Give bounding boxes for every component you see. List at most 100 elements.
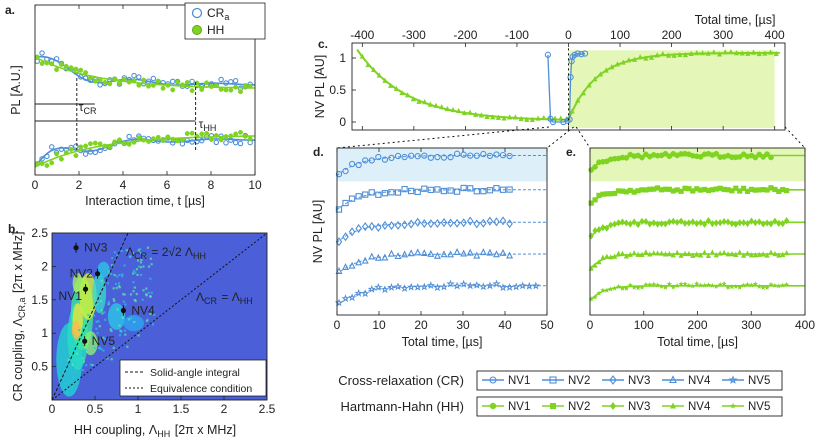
- cr-data-point: [400, 284, 409, 293]
- hh-data-point: [658, 220, 665, 228]
- data-point-hh: [78, 144, 84, 150]
- hh-data-point: [740, 282, 747, 288]
- hh-data-point: [626, 57, 632, 63]
- cr-data-point: [362, 157, 369, 164]
- y-axis-label: PL [A.U.]: [9, 65, 23, 115]
- hh-data-point: [716, 51, 723, 57]
- nv-label: NV4: [131, 303, 155, 317]
- data-point-hh: [228, 87, 234, 93]
- data-point-hh: [44, 60, 50, 66]
- hh-data-point: [608, 221, 614, 229]
- hh-data-point: [772, 217, 778, 225]
- legend-marker: [549, 376, 557, 384]
- hh-data-point: [698, 218, 704, 227]
- hh-data-point: [670, 252, 676, 258]
- heatmap-cell: [62, 373, 65, 376]
- hh-data-point: [600, 224, 606, 232]
- hh-data-point: [711, 49, 717, 55]
- data-point-hh: [73, 153, 79, 159]
- data-point-hh: [160, 85, 166, 91]
- y-tick-label: 2.5: [31, 226, 48, 240]
- legend-entry-label: NV1: [508, 375, 530, 387]
- data-point-hh: [126, 79, 132, 85]
- heatmap-cell: [139, 261, 143, 264]
- hh-data-point: [729, 188, 735, 194]
- cr-data-point: [467, 152, 474, 159]
- hh-data-point: [721, 280, 727, 287]
- line-label-solid-angle: ΛCR = 2√2 ΛHH: [126, 245, 207, 261]
- hh-data-point: [733, 50, 740, 56]
- hh-data-point: [776, 252, 782, 258]
- plot-frame: [34, 4, 256, 176]
- hh-data-point: [635, 188, 641, 194]
- hh-data-point: [744, 250, 751, 256]
- cr-data-point: [387, 283, 396, 291]
- data-point-hh: [242, 133, 248, 139]
- hh-data-point: [741, 219, 747, 227]
- heatmap-cell: [117, 285, 121, 288]
- cr-data-point: [447, 187, 454, 194]
- hh-data-point: [639, 217, 645, 225]
- heatmap-cell: [153, 313, 156, 316]
- cr-data-point: [341, 294, 350, 303]
- panel-b: b.ΛCR = 2√2 ΛHH ΛCR = ΛHH NV3NV2NV1NV4NV…: [8, 222, 276, 439]
- hh-data-point: [701, 282, 708, 288]
- cr-data-point: [348, 227, 356, 237]
- heatmap-cells: [56, 246, 156, 397]
- cr-data-point: [447, 154, 454, 161]
- nv-point: [73, 245, 79, 251]
- x-tick-label: 0: [334, 318, 341, 332]
- y-axis-label: CR coupling, ΛCR,a [2π x MHz]: [11, 232, 27, 402]
- hh-data-point: [776, 283, 782, 289]
- data-point-cr: [92, 149, 99, 156]
- data-point-hh: [204, 80, 210, 86]
- data-point-cr: [39, 50, 45, 56]
- data-point-hh: [87, 141, 93, 147]
- hh-data-point: [784, 188, 790, 194]
- panel-d: 0 10 20 30 40 50 Total time, [µs] d. NV PL [AU]: [311, 145, 554, 349]
- data-point-cr: [44, 153, 50, 160]
- hh-data-point: [410, 96, 416, 102]
- cr-data-point: [367, 284, 376, 293]
- text-part: CR: [207, 6, 225, 20]
- hh-data-point: [586, 82, 592, 88]
- legend-entry-label: NV2: [568, 375, 590, 387]
- hh-data-point: [512, 114, 519, 120]
- cr-data-point: [566, 116, 573, 123]
- x-axis-label: Total time, [µs]: [657, 335, 738, 349]
- heatmap-cell: [110, 358, 113, 361]
- hh-data-point: [627, 251, 633, 257]
- hh-data-point: [698, 187, 704, 193]
- legend-entry-label: NV3: [628, 375, 650, 387]
- cr-data-point: [414, 217, 421, 227]
- nv-label: NV3: [84, 241, 108, 255]
- cr-data-point: [486, 187, 494, 194]
- heatmap-cell: [70, 385, 73, 388]
- data-point-cr: [150, 75, 157, 82]
- heatmap-cell: [112, 287, 115, 290]
- hh-data-point: [733, 220, 739, 228]
- hh-data-point: [490, 114, 496, 120]
- heatmap-blob: [83, 331, 98, 356]
- hh-data-point: [768, 281, 774, 287]
- hh-data-point: [359, 53, 365, 59]
- data-point-hh: [175, 138, 181, 144]
- cr-data-point: [486, 216, 494, 226]
- cr-data-point: [381, 190, 389, 197]
- data-point-hh: [121, 76, 127, 82]
- data-point-hh: [49, 160, 55, 166]
- hh-data-point: [713, 219, 719, 227]
- hh-data-point: [725, 284, 731, 290]
- hh-data-point: [662, 251, 669, 257]
- heatmap-cell: [142, 265, 145, 268]
- hh-data-point: [686, 219, 692, 227]
- heatmap-cell: [120, 249, 123, 253]
- hh-data-point: [682, 250, 688, 256]
- fit-curve: [336, 221, 547, 243]
- subscript: CR,a: [17, 298, 27, 319]
- hh-data-point: [737, 284, 743, 290]
- data-point-hh: [165, 82, 171, 88]
- data-point-hh: [97, 141, 103, 147]
- heatmap-cell: [95, 303, 98, 306]
- legend-row-label: Cross-relaxation (CR): [338, 373, 464, 388]
